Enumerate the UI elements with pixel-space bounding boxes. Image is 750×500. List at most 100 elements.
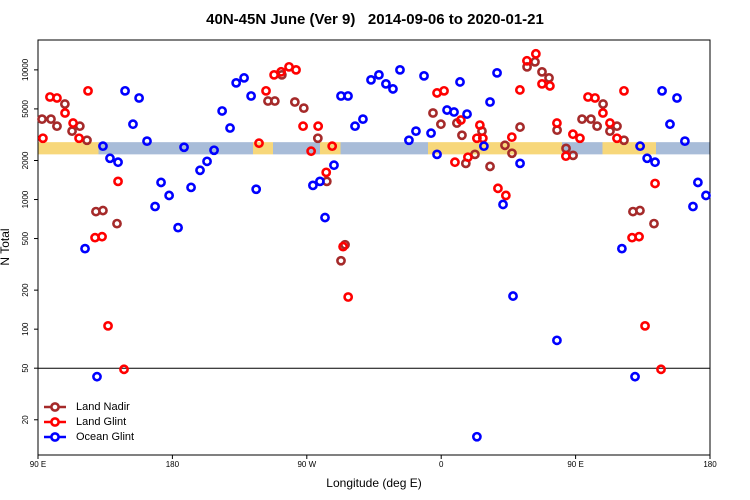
point — [320, 212, 330, 223]
point — [374, 69, 384, 80]
point — [156, 177, 166, 188]
point — [313, 121, 324, 132]
point — [545, 81, 555, 91]
point — [83, 85, 93, 96]
point — [693, 177, 703, 188]
point — [530, 56, 540, 67]
point — [195, 165, 205, 176]
point — [657, 85, 667, 96]
point — [52, 93, 62, 103]
point — [298, 121, 308, 132]
legend-marker — [50, 402, 60, 412]
point — [120, 85, 130, 96]
point — [119, 364, 129, 375]
point — [515, 158, 525, 169]
plot-frame — [37, 39, 711, 456]
point — [515, 122, 525, 132]
point — [493, 183, 503, 194]
point — [428, 108, 438, 118]
point — [592, 121, 603, 132]
legend-label: Land Glint — [76, 416, 126, 428]
point — [688, 201, 698, 212]
point — [419, 70, 429, 81]
legend-label: Land Nadir — [76, 401, 130, 413]
x-axis-label: Longitude (deg E) — [326, 476, 421, 490]
chart-title: 40N-45N June (Ver 9) 2014-09-06 to 2020-… — [206, 11, 544, 28]
point — [246, 91, 256, 101]
y-tick-label: 5000 — [21, 99, 30, 117]
point — [92, 371, 102, 382]
point — [113, 176, 123, 187]
point — [209, 145, 219, 156]
point — [366, 74, 376, 85]
point — [612, 133, 622, 144]
point — [336, 255, 346, 266]
point — [436, 119, 446, 130]
point — [329, 160, 339, 171]
point — [590, 93, 600, 103]
point — [164, 190, 175, 201]
x-tick-label: 90 E — [567, 460, 583, 469]
point — [338, 241, 348, 252]
point — [38, 133, 48, 144]
point — [462, 109, 472, 119]
point — [616, 243, 627, 254]
point — [112, 218, 122, 229]
point — [321, 167, 332, 178]
point — [59, 99, 70, 109]
point — [605, 126, 615, 137]
legend-marker — [50, 432, 60, 442]
point — [619, 85, 629, 96]
legend-marker — [50, 417, 60, 427]
point — [98, 141, 108, 152]
point — [179, 142, 189, 153]
point — [308, 180, 318, 191]
point — [552, 118, 562, 128]
point — [105, 153, 115, 164]
point — [575, 133, 585, 144]
point — [150, 201, 160, 212]
point — [457, 130, 467, 141]
point — [598, 108, 608, 118]
point — [500, 190, 511, 201]
point — [327, 141, 338, 152]
point — [98, 205, 108, 216]
point — [276, 66, 287, 77]
y-tick-label: 10000 — [21, 58, 30, 81]
x-tick-label: 180 — [166, 460, 180, 469]
point — [298, 103, 309, 114]
y-tick-label: 50 — [21, 363, 30, 372]
point — [46, 114, 56, 125]
point — [642, 153, 653, 164]
point — [522, 55, 532, 66]
point — [432, 149, 442, 160]
point — [67, 126, 77, 137]
point — [560, 151, 571, 162]
point — [411, 126, 421, 137]
x-tick-label: 180 — [703, 460, 717, 469]
y-tick-label: 2000 — [21, 151, 30, 169]
y-tick-label: 200 — [21, 283, 30, 297]
point — [634, 231, 644, 242]
point — [701, 190, 711, 201]
point — [455, 77, 465, 87]
point — [635, 141, 646, 152]
point — [142, 136, 152, 147]
y-axis-label: N Total — [0, 228, 12, 265]
point — [605, 118, 615, 128]
point — [530, 48, 541, 59]
point — [680, 136, 690, 147]
point — [635, 205, 645, 216]
point — [254, 138, 264, 149]
point — [552, 335, 562, 346]
band — [38, 142, 710, 155]
point — [358, 114, 368, 125]
point — [485, 161, 495, 172]
y-tick-label: 20 — [21, 415, 30, 424]
point — [128, 119, 138, 130]
point — [202, 156, 212, 167]
x-tick-label: 90 E — [30, 460, 46, 469]
point — [404, 135, 414, 146]
point — [52, 121, 62, 132]
